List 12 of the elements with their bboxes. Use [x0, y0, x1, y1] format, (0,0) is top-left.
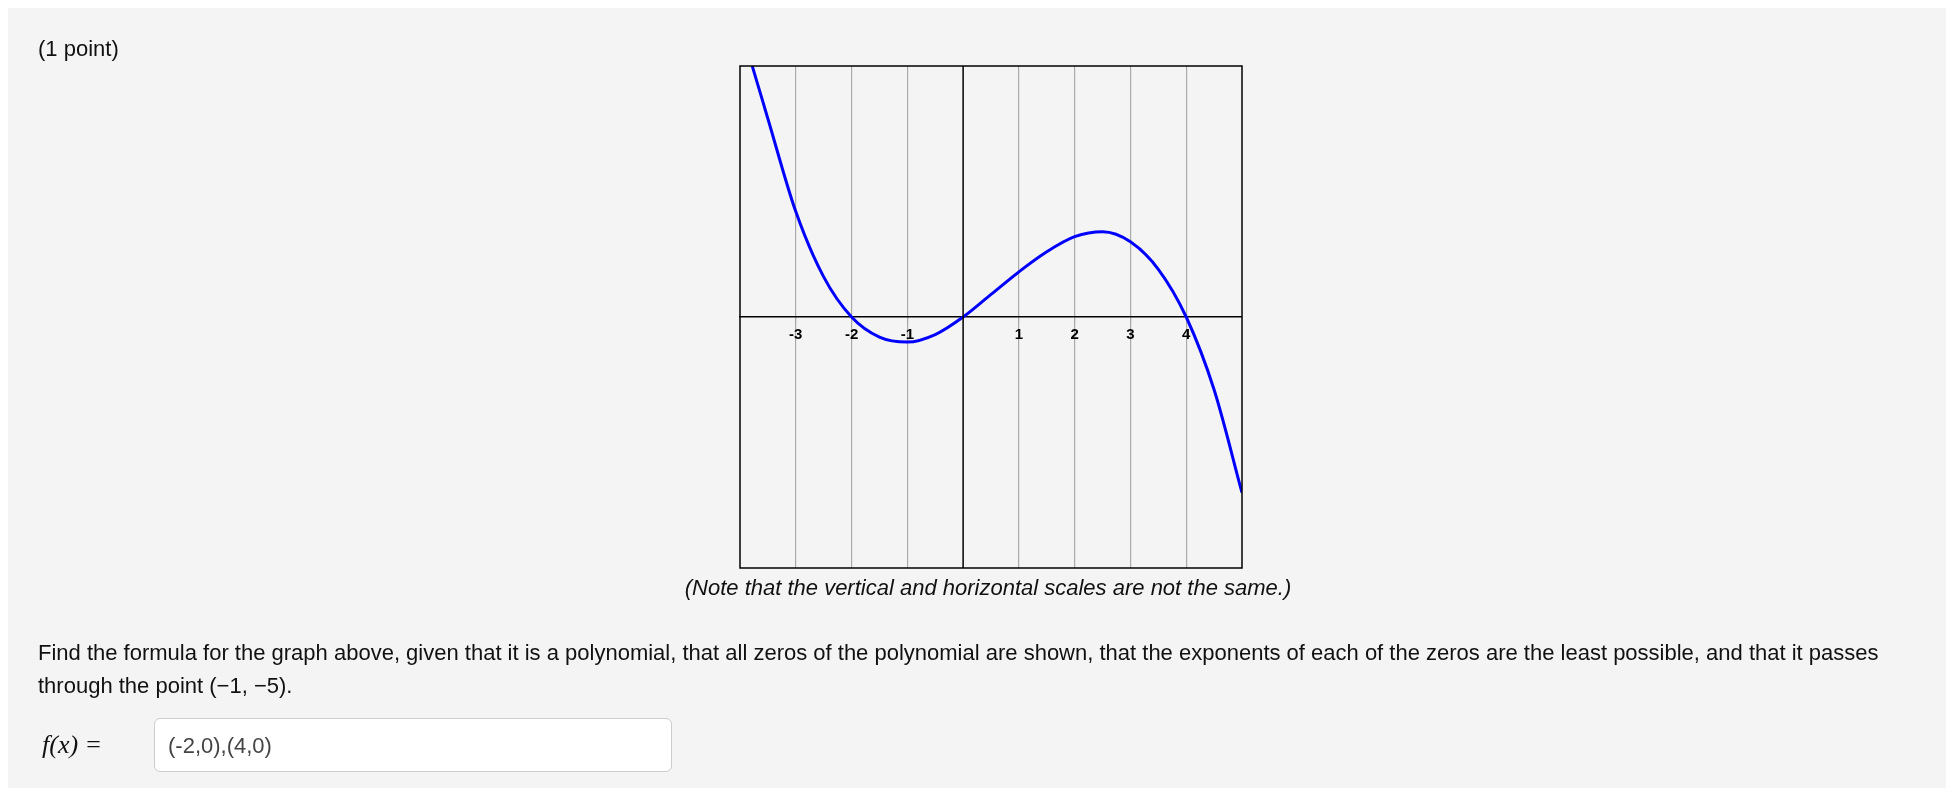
x-tick-label: -2	[844, 325, 859, 343]
text: (1 point)	[38, 36, 119, 62]
x-tick-label: -3	[789, 325, 803, 343]
text: Find the formula for the graph above, given that it is a polynomial, that all zeros of the polynomial are shown, that the exponents of each of the zeros are the least possible, and that it passes through the point (−1, −5).	[38, 639, 1880, 700]
x-tick-label: -1	[900, 325, 915, 343]
text: (-2,0),(4,0)	[168, 733, 272, 759]
x-tick-label: 1	[1014, 325, 1024, 343]
x-tick-label: 4	[1182, 325, 1192, 343]
text: f(x) =	[42, 730, 103, 760]
x-tick-label: 3	[1126, 325, 1135, 343]
x-tick-label: 2	[1070, 325, 1079, 343]
text: (Note that the vertical and horizontal scales are not the same.)	[683, 575, 1293, 601]
